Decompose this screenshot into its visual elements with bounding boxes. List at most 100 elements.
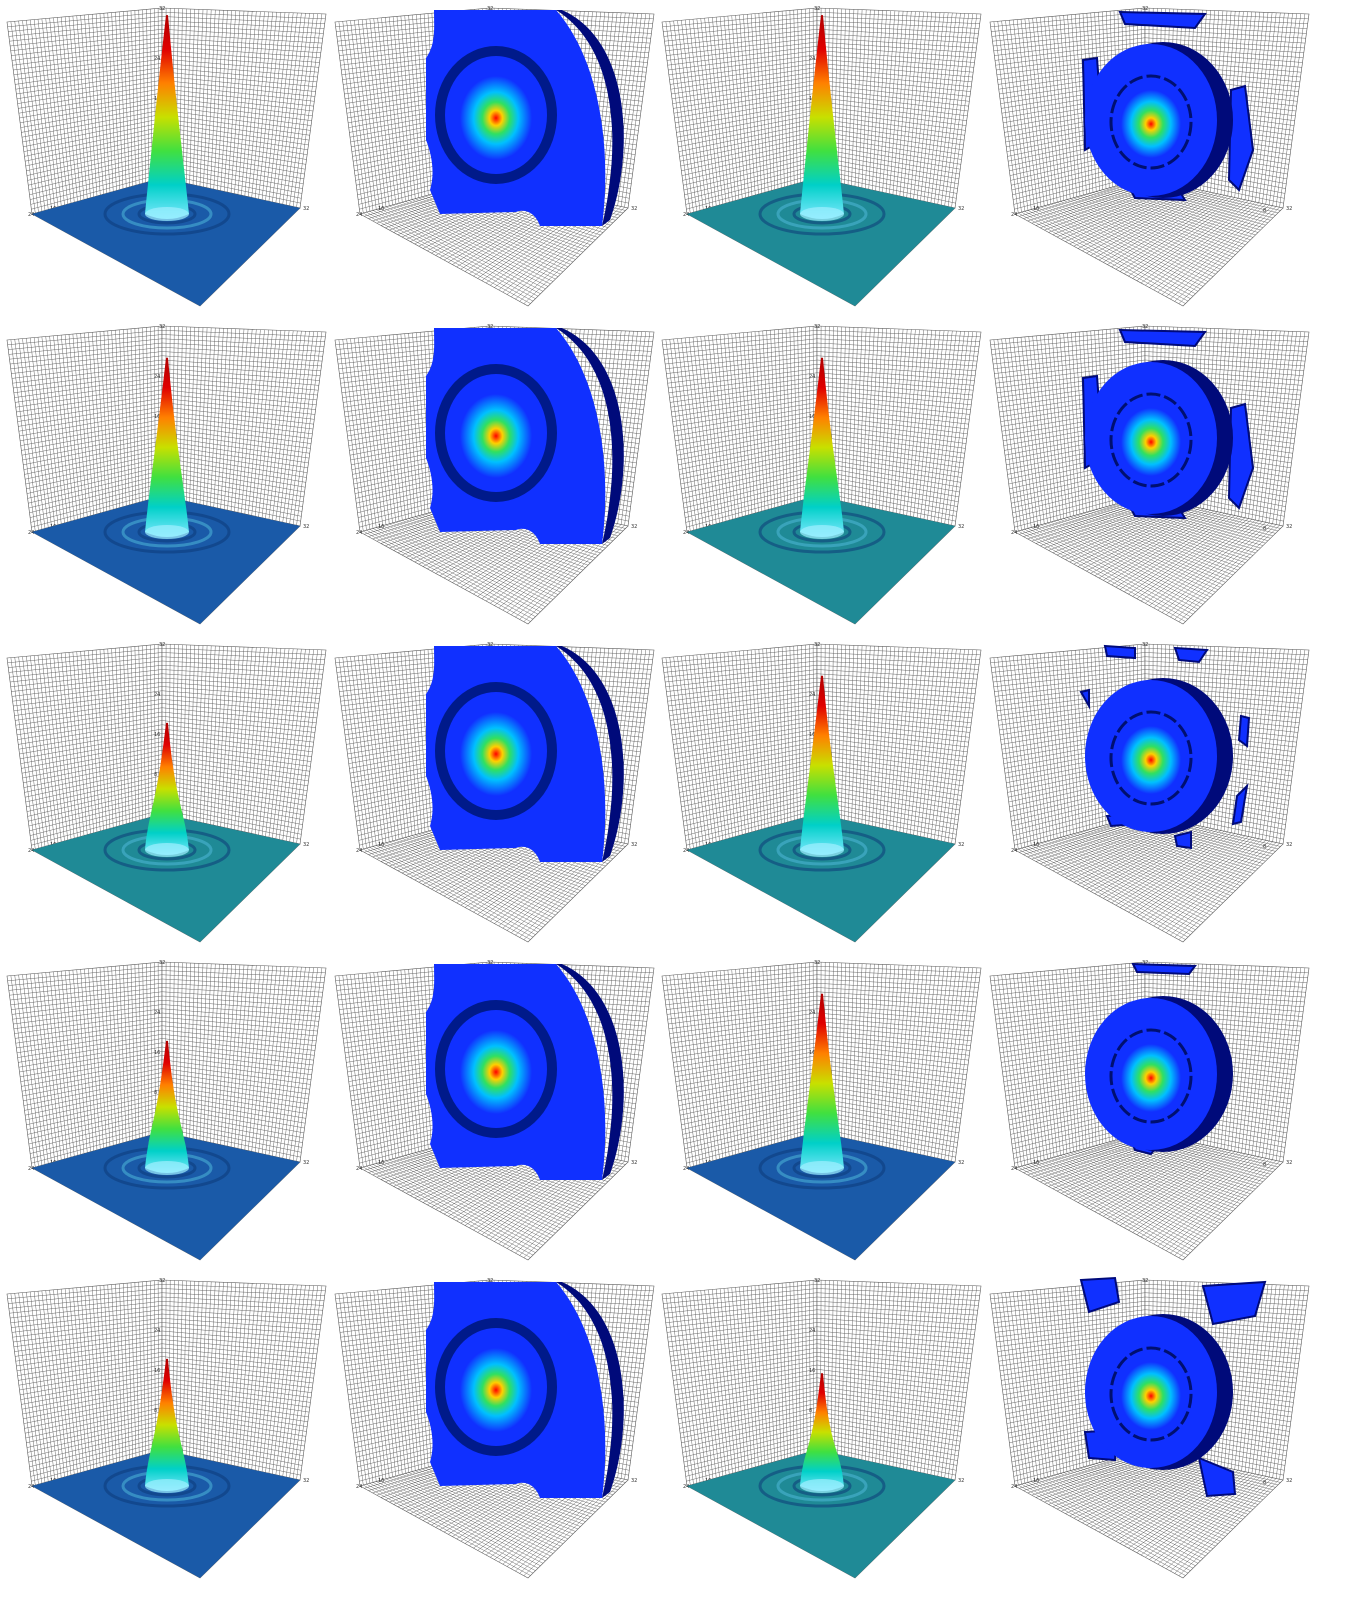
axis-tick-label: 32 [487, 960, 493, 966]
axis-tick-label: 32 [303, 842, 309, 848]
slab-side [556, 10, 624, 226]
axis-tick-label: 24 [809, 56, 815, 62]
axis-tick-label: 32 [159, 960, 165, 966]
isosurface-disk [1085, 962, 1233, 1156]
peak-spike [145, 357, 189, 537]
isosurface-disk [1079, 1276, 1267, 1498]
axis-tick-label: 24 [28, 212, 34, 218]
axis-tick-label: 24 [683, 530, 689, 536]
axis-tick-label: 32 [958, 842, 964, 848]
peak-base [145, 1479, 189, 1493]
axis-tick-label: 24 [809, 1328, 815, 1334]
slab-hotspot [460, 76, 532, 160]
isosurface-slab [426, 10, 624, 226]
axis-tick-label: 24 [809, 692, 815, 698]
peak-spike [145, 1358, 189, 1491]
axis-tick-label: 24 [809, 1010, 815, 1016]
slab-side [556, 646, 624, 862]
axis-tick-label: 16 [1033, 524, 1039, 530]
axis-tick-label: 32 [814, 1278, 820, 1284]
isosurface-fragment [1227, 402, 1255, 510]
axis-tick-label: 32 [1286, 1478, 1292, 1484]
axis-tick-label: 32 [1142, 960, 1148, 966]
slab-ring [435, 364, 557, 502]
isosurface-fragment [1118, 328, 1207, 348]
disk-hotspot [1121, 726, 1181, 794]
isosurface-fragment [1131, 962, 1197, 976]
surface-floor [32, 496, 300, 624]
slab-hotspot [460, 394, 532, 478]
peak-surface [687, 15, 955, 306]
axis-tick-label: 32 [814, 960, 820, 966]
surface-floor [32, 1450, 300, 1578]
isosurface-fragment [1079, 688, 1090, 710]
disk-ring [1109, 1346, 1193, 1442]
axis-tick-label: 24 [28, 530, 34, 536]
peak-surface [32, 15, 300, 306]
axis-tick-label: 24 [154, 56, 160, 62]
isosurface-slab [426, 1282, 624, 1498]
slab-side [556, 1282, 624, 1498]
axis-tick-label: 8 [1263, 1480, 1266, 1486]
slab-side [556, 328, 624, 544]
axis-tick-label: 32 [487, 6, 493, 12]
peak-surface [32, 1358, 300, 1578]
axis-tick-label: 32 [303, 206, 309, 212]
peak-surface [32, 357, 300, 624]
axis-tick-label: 24 [356, 212, 362, 218]
isosurface-fragment [1173, 646, 1209, 664]
axis-tick-label: 32 [159, 642, 165, 648]
surface-floor [687, 814, 955, 942]
peak-spike [145, 15, 189, 220]
axis-tick-label: 32 [303, 524, 309, 530]
isosurface-disk [1081, 328, 1255, 520]
peak-surface [687, 675, 955, 942]
axis-tick-label: 32 [1286, 206, 1292, 212]
axis-tick-label: 32 [958, 1478, 964, 1484]
slab-hotspot [460, 712, 532, 796]
axis-tick-label: 24 [683, 212, 689, 218]
peak-surface [687, 993, 955, 1260]
peak-surface [32, 722, 300, 942]
slab-side [556, 964, 624, 1180]
axis-tick-label: 24 [356, 530, 362, 536]
axis-tick-label: 32 [958, 206, 964, 212]
axis-tick-label: 16 [1033, 1160, 1039, 1166]
peak-spike [800, 357, 844, 537]
axis-tick-label: 24 [28, 1484, 34, 1490]
axis-tick-label: 32 [159, 6, 165, 12]
axis-tick-label: 24 [1011, 1484, 1017, 1490]
peak-surface [687, 357, 955, 624]
axis-tick-label: 32 [1286, 842, 1292, 848]
slab-ring [435, 46, 557, 184]
peak-base [800, 1161, 844, 1175]
surface-floor [32, 814, 300, 942]
axis-tick-label: 32 [1142, 6, 1148, 12]
slab-ring [435, 1000, 557, 1138]
axis-tick-label: 32 [1286, 524, 1292, 530]
surface-floor [687, 1450, 955, 1578]
isosurface-slab [426, 646, 624, 862]
slab-ring [435, 1318, 557, 1456]
peak-base [800, 525, 844, 539]
